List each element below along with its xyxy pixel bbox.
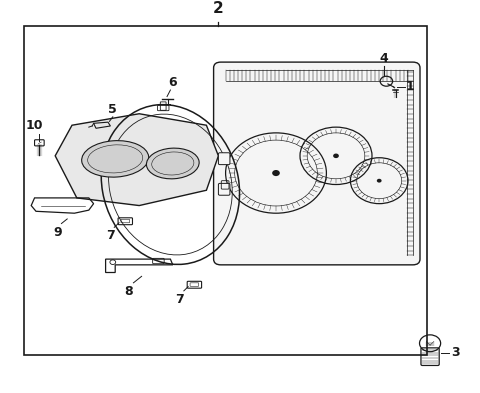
Text: 7: 7 — [176, 293, 184, 306]
Bar — [24, 26, 427, 355]
Ellipse shape — [82, 141, 149, 177]
Text: 2: 2 — [213, 1, 224, 16]
Polygon shape — [55, 114, 218, 206]
Ellipse shape — [146, 148, 199, 179]
Text: 10: 10 — [26, 119, 43, 132]
Text: 8: 8 — [124, 285, 133, 298]
Circle shape — [333, 154, 339, 158]
FancyBboxPatch shape — [214, 62, 420, 265]
Text: 4: 4 — [380, 52, 388, 65]
FancyBboxPatch shape — [218, 153, 230, 165]
Text: 5: 5 — [108, 103, 117, 116]
Text: 7: 7 — [106, 229, 115, 242]
Circle shape — [377, 179, 382, 183]
Circle shape — [272, 170, 280, 176]
Text: 3: 3 — [451, 346, 460, 359]
Text: 9: 9 — [53, 226, 62, 239]
Text: 1: 1 — [406, 81, 414, 94]
FancyBboxPatch shape — [218, 184, 230, 195]
Text: 6: 6 — [168, 76, 177, 89]
